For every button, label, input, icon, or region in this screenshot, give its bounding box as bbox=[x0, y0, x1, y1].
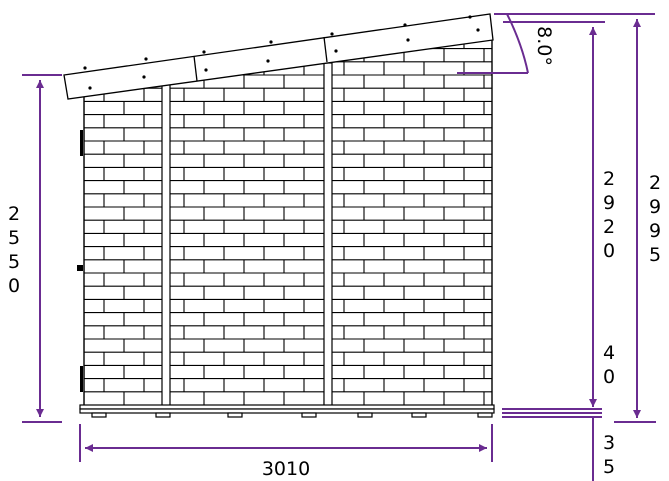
dimension-label-2995: 2 9 9 5 bbox=[649, 172, 661, 266]
dim-2550-digit-3: 5 bbox=[8, 251, 20, 273]
dim-40-digit-2: 0 bbox=[603, 366, 615, 388]
roof-screw bbox=[334, 49, 338, 53]
dim-2995-digit-2: 9 bbox=[649, 196, 661, 218]
dim-35-digit-1: 3 bbox=[603, 432, 615, 454]
dim-2995-digit-4: 5 bbox=[649, 244, 661, 266]
door-hinges bbox=[77, 130, 83, 392]
dim-2920-digit-1: 2 bbox=[603, 168, 615, 190]
roof-screw bbox=[83, 66, 87, 70]
dim-2550-digit-2: 5 bbox=[8, 227, 20, 249]
wall-outline bbox=[83, 36, 493, 405]
dimension-label-35: 3 5 bbox=[603, 432, 615, 478]
floor-base bbox=[79, 404, 495, 418]
dimension-label-40: 4 0 bbox=[603, 342, 615, 388]
dim-40-digit-1: 4 bbox=[603, 342, 615, 364]
dim-2920-digit-3: 2 bbox=[603, 216, 615, 238]
roof-screw bbox=[476, 28, 480, 32]
dim-2920-digit-4: 0 bbox=[603, 240, 615, 262]
roof-screw bbox=[403, 23, 407, 27]
dim-2920-digit-2: 9 bbox=[603, 192, 615, 214]
roof-screw bbox=[468, 15, 472, 19]
roof-screw bbox=[144, 57, 148, 61]
dimension-lines bbox=[22, 13, 656, 481]
roof-screw bbox=[204, 68, 208, 72]
roof-screw bbox=[330, 32, 334, 36]
roof-angle-label: 8.0° bbox=[533, 26, 555, 66]
dim-2995-digit-3: 9 bbox=[649, 220, 661, 242]
roof-screw bbox=[406, 38, 410, 42]
dimension-label-2550: 2 5 5 0 bbox=[8, 203, 20, 297]
dim-2995-digit-1: 2 bbox=[649, 172, 661, 194]
roof-screw bbox=[266, 59, 270, 63]
roof-screws bbox=[83, 15, 480, 90]
dimension-label-2920: 2 9 2 0 bbox=[603, 168, 615, 262]
dimension-label-3010: 3010 bbox=[262, 458, 310, 480]
dim-35-digit-2: 5 bbox=[603, 456, 615, 478]
roof-screw bbox=[269, 40, 273, 44]
dim-2550-digit-4: 0 bbox=[8, 275, 20, 297]
roof-screw bbox=[88, 86, 92, 90]
roof-screw bbox=[202, 50, 206, 54]
roof-screw bbox=[142, 75, 146, 79]
roof-panels bbox=[63, 13, 494, 100]
dim-2550-digit-1: 2 bbox=[8, 203, 20, 225]
